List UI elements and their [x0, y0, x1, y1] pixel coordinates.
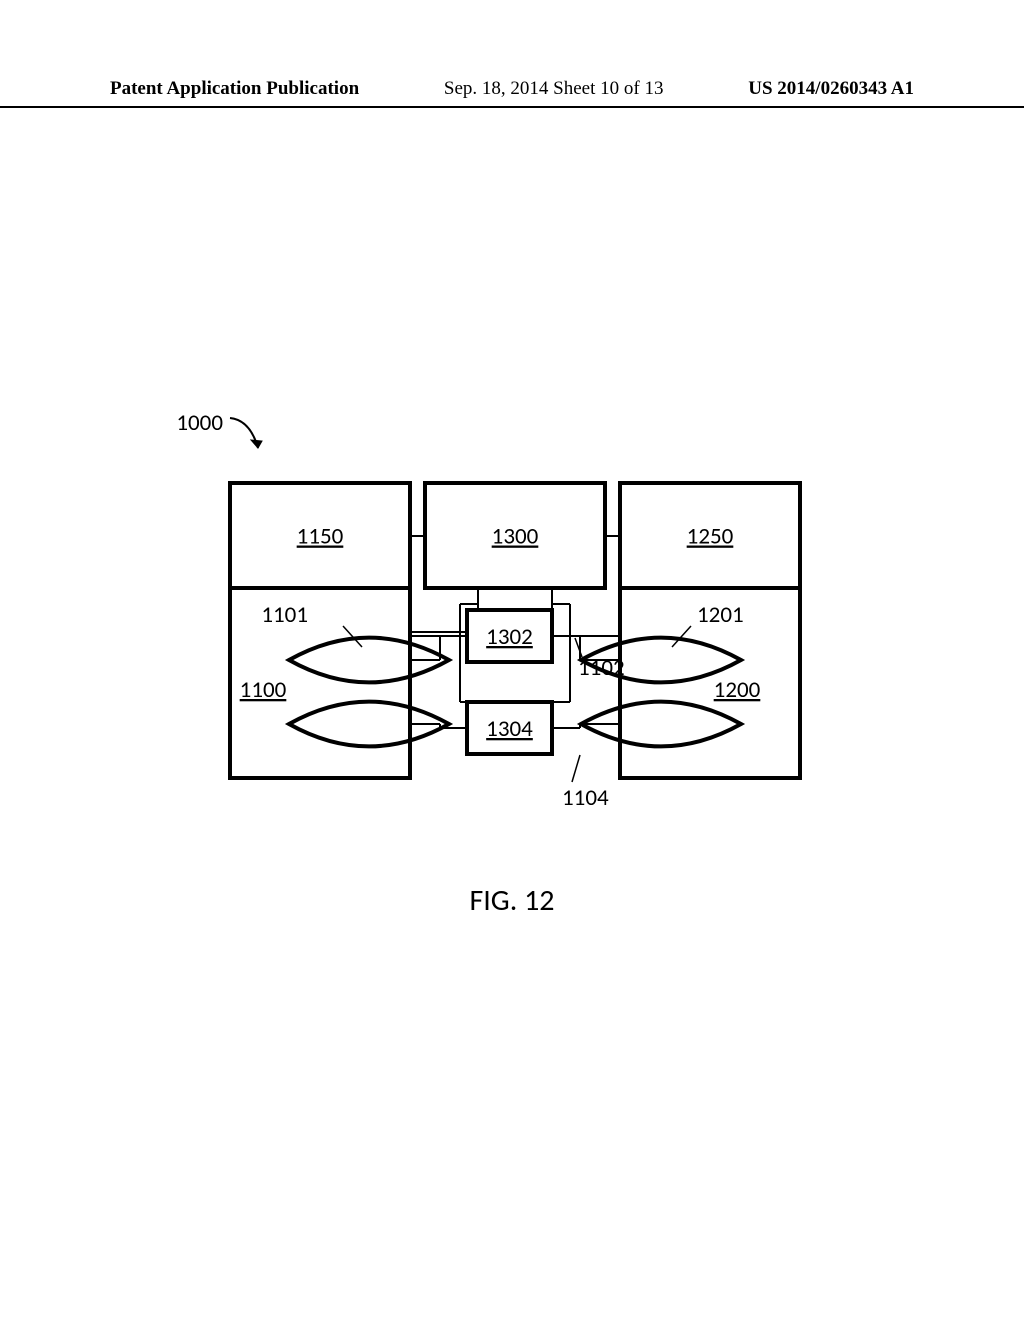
svg-text:1104: 1104	[562, 784, 609, 812]
svg-text:1200: 1200	[714, 676, 761, 704]
svg-text:1100: 1100	[240, 676, 287, 704]
svg-text:FIG. 12: FIG. 12	[469, 882, 554, 919]
svg-text:1201: 1201	[697, 601, 744, 629]
svg-text:1250: 1250	[687, 523, 734, 551]
svg-text:1304: 1304	[486, 715, 533, 743]
svg-text:1101: 1101	[261, 601, 308, 629]
figure-diagram: 1000 1150 1300 1250 1100 1200 1101 1201 1302 1304…	[0, 0, 1024, 1320]
svg-text:1302: 1302	[486, 623, 533, 651]
svg-text:1150: 1150	[297, 523, 344, 551]
svg-text:1102: 1102	[578, 654, 625, 682]
svg-text:1000: 1000	[176, 409, 223, 437]
svg-text:1300: 1300	[492, 523, 539, 551]
